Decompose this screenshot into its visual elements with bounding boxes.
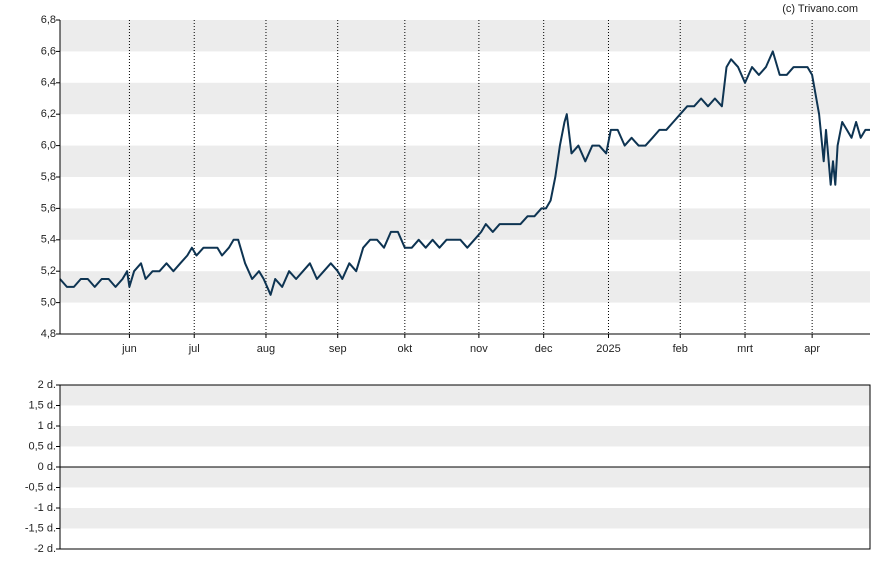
grid-band xyxy=(60,385,870,406)
grid-band xyxy=(60,145,870,177)
grid-band xyxy=(60,208,870,240)
y-tick-label: 6,0 xyxy=(41,140,56,152)
y-tick-label: -1 d. xyxy=(34,502,56,514)
x-tick-label: nov xyxy=(470,343,488,355)
grid-band xyxy=(60,82,870,115)
plot-frame xyxy=(59,384,871,550)
x-tick-label: dec xyxy=(535,343,553,355)
y-tick-label: 5,6 xyxy=(41,202,56,214)
y-tick-label: 5,4 xyxy=(41,234,56,246)
grid-band xyxy=(60,426,870,447)
x-tick-label: 2025 xyxy=(596,343,620,355)
grid-band xyxy=(60,508,870,529)
y-tick-label: 0,5 d. xyxy=(28,440,56,452)
x-tick-label: apr xyxy=(804,343,820,355)
x-tick-label: okt xyxy=(397,343,412,355)
y-tick-label: 5,8 xyxy=(41,171,56,183)
y-tick-label: 6,6 xyxy=(41,45,56,57)
y-tick-label: 5,0 xyxy=(41,297,56,309)
y-tick-label: 2 d. xyxy=(38,379,56,391)
x-tick-label: mrt xyxy=(737,343,753,355)
price-line xyxy=(59,50,870,296)
x-tick-label: feb xyxy=(673,343,688,355)
y-tick-label: -0,5 d. xyxy=(25,481,56,493)
y-tick-label: 4,8 xyxy=(41,328,56,340)
y-tick-label: 1 d. xyxy=(38,420,56,432)
grid-band xyxy=(60,271,870,303)
y-tick-label: 0 d. xyxy=(38,461,56,473)
y-tick-label: 6,2 xyxy=(41,108,56,120)
y-tick-label: 6,8 xyxy=(41,14,56,26)
x-tick-label: jun xyxy=(121,343,137,355)
y-tick-label: 5,2 xyxy=(41,265,56,277)
grid-band xyxy=(60,20,870,52)
y-tick-label: 6,4 xyxy=(41,77,56,89)
x-tick-label: aug xyxy=(257,343,275,355)
x-tick-label: sep xyxy=(329,343,347,355)
y-tick-label: 1,5 d. xyxy=(28,399,56,411)
y-tick-label: -2 d. xyxy=(34,543,56,555)
attribution: (c) Trivano.com xyxy=(782,3,858,15)
y-tick-label: -1,5 d. xyxy=(25,522,56,534)
grid-band xyxy=(60,467,870,488)
x-tick-label: jul xyxy=(188,343,200,355)
